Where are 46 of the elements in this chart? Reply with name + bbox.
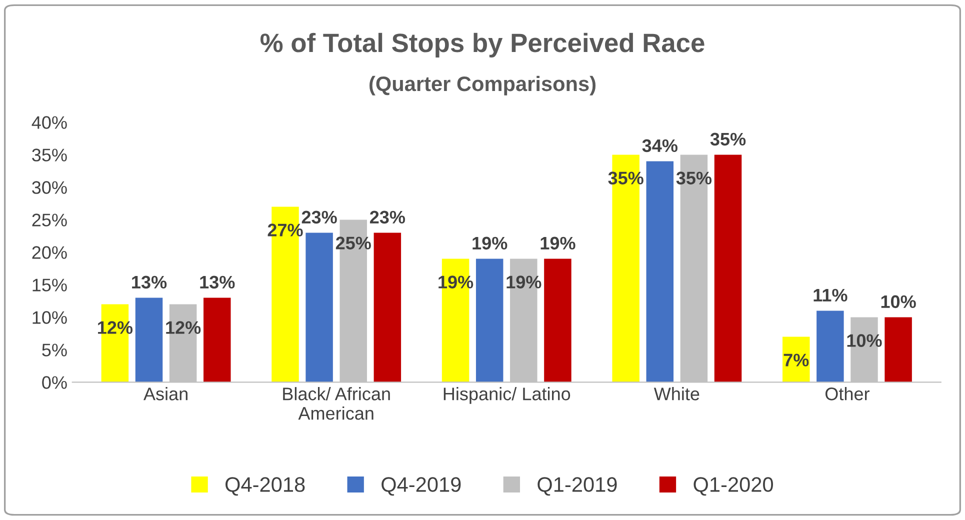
legend-label: Q4-2019 bbox=[382, 477, 461, 496]
y-tick-label: 35% bbox=[32, 148, 67, 162]
y-tick-label: 20% bbox=[32, 246, 67, 259]
bar bbox=[306, 232, 333, 382]
legend-label: Q4-2018 bbox=[226, 477, 305, 496]
data-label: 11% bbox=[814, 288, 848, 302]
y-tick-label: 30% bbox=[32, 181, 67, 194]
data-label: 10% bbox=[881, 295, 916, 308]
data-label: 19% bbox=[506, 276, 542, 288]
y-tick-label: 10% bbox=[32, 311, 67, 324]
data-label: 19% bbox=[540, 236, 576, 250]
bar bbox=[714, 154, 742, 382]
y-tick-label: 40% bbox=[32, 116, 67, 129]
bar bbox=[204, 298, 231, 382]
bar bbox=[135, 298, 163, 382]
data-label: 35% bbox=[676, 172, 712, 184]
data-label: 19% bbox=[472, 236, 508, 250]
data-label: 35% bbox=[710, 132, 746, 146]
data-label: 23% bbox=[370, 210, 406, 224]
legend-label: Q1-2020 bbox=[694, 477, 773, 496]
data-label: 25% bbox=[336, 236, 371, 250]
x-tick-label: Hispanic/ Latino bbox=[444, 387, 570, 404]
x-tick-label: White bbox=[654, 387, 700, 400]
y-tick-label: 25% bbox=[32, 214, 67, 226]
data-label: 10% bbox=[847, 334, 882, 347]
x-tick-label: Asian bbox=[143, 387, 188, 400]
data-label: 7% bbox=[784, 354, 809, 366]
data-label: 23% bbox=[302, 210, 337, 224]
chart-subtitle: (Quarter Comparisons) bbox=[370, 76, 596, 96]
y-tick-label: 0% bbox=[42, 376, 67, 389]
bar bbox=[476, 258, 504, 382]
bar bbox=[816, 310, 844, 382]
legend-label: Q1-2019 bbox=[538, 477, 617, 496]
data-label: 12% bbox=[166, 321, 201, 334]
x-tick-label: Black/ African American bbox=[283, 387, 390, 420]
data-label: 13% bbox=[200, 276, 235, 289]
data-label: 34% bbox=[642, 139, 678, 152]
y-tick-label: 5% bbox=[42, 344, 67, 356]
bar bbox=[374, 232, 402, 382]
y-tick-label: 15% bbox=[32, 278, 67, 292]
bar bbox=[884, 317, 912, 382]
bar bbox=[646, 161, 674, 382]
data-label: 13% bbox=[132, 276, 167, 289]
x-tick-label: Other bbox=[825, 387, 870, 400]
chart-title: % of Total Stops by Perceived Race bbox=[260, 32, 704, 58]
bar bbox=[544, 258, 572, 382]
